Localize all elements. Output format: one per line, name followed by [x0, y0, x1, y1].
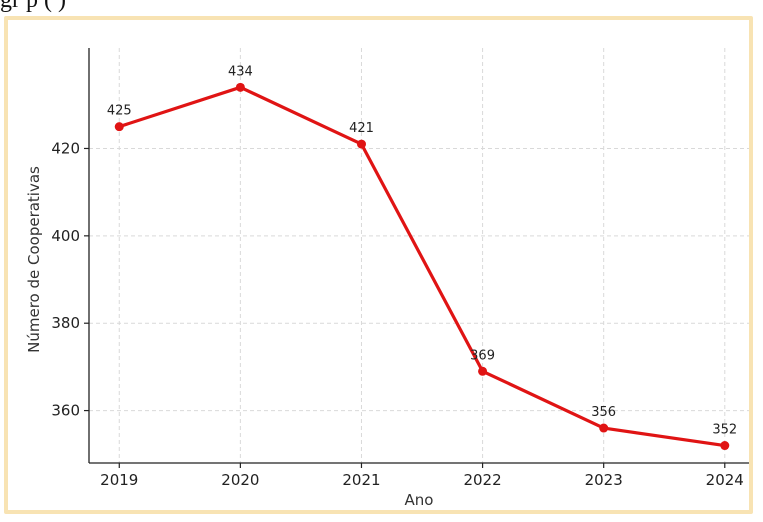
- x-tick-label-2023: 2023: [585, 471, 623, 489]
- data-label-2021: 421: [349, 121, 374, 136]
- x-axis-label: Ano: [405, 491, 434, 509]
- axis-ticks: 2019 2020 2021 2022 2023 2024 360 380 400 420: [51, 139, 744, 489]
- x-tick-label-2022: 2022: [463, 471, 501, 489]
- x-tick-label-2024: 2024: [706, 471, 744, 489]
- data-label-2024: 352: [712, 423, 737, 438]
- data-point-2023: [599, 423, 609, 433]
- y-tick-label-420: 420: [51, 139, 80, 157]
- data-labels: 425 434 421 369 356 352: [107, 64, 737, 437]
- y-axis-label: Número de Cooperativas: [25, 166, 43, 353]
- data-point-2024: [720, 441, 730, 451]
- axes: [88, 48, 749, 464]
- caption-fragment: gr p ( ): [0, 0, 66, 13]
- series-line-group: [114, 82, 730, 451]
- series-line: [117, 85, 727, 448]
- y-tick-label-400: 400: [51, 227, 80, 245]
- x-tick-label-2020: 2020: [221, 471, 259, 489]
- data-point-2021: [356, 139, 366, 149]
- x-tick-label-2019: 2019: [100, 471, 138, 489]
- data-point-2020: [235, 82, 245, 92]
- data-label-2019: 425: [107, 104, 132, 119]
- data-label-2020: 434: [228, 64, 253, 79]
- data-label-2022: 369: [470, 348, 495, 363]
- y-tick-label-360: 360: [51, 402, 80, 420]
- grid-lines: [89, 48, 749, 463]
- data-label-2023: 356: [591, 405, 616, 420]
- data-point-2019: [114, 122, 124, 132]
- x-tick-label-2021: 2021: [342, 471, 380, 489]
- data-point-2022: [478, 366, 488, 376]
- y-tick-label-380: 380: [51, 314, 80, 332]
